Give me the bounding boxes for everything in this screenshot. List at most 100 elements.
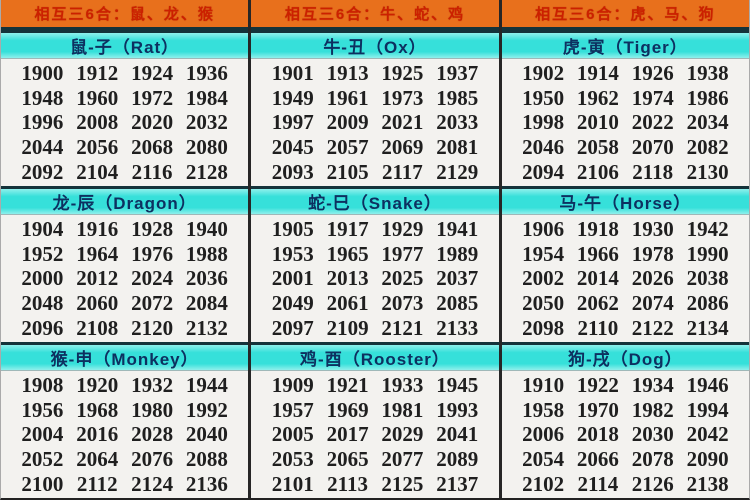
year-cell: 2025: [381, 266, 424, 291]
year-cell: 2129: [436, 159, 479, 184]
year-cell: 2133: [436, 315, 479, 340]
year-cell: 2004: [21, 422, 64, 447]
year-cell: 2020: [131, 110, 174, 135]
year-cell: 1946: [686, 373, 729, 398]
year-cell: 2060: [76, 291, 119, 316]
year-cell: 2040: [185, 422, 228, 447]
year-cell: 2108: [76, 315, 119, 340]
year-cell: 1921: [326, 373, 369, 398]
year-cell: 1950: [522, 85, 565, 110]
year-cell: 1990: [686, 241, 729, 266]
year-cell: 1989: [436, 241, 479, 266]
year-cell: 2085: [436, 291, 479, 316]
year-cell: 1978: [631, 241, 674, 266]
year-cell: 2054: [522, 447, 565, 472]
year-cell: 2006: [522, 422, 565, 447]
year-cell: 2101: [271, 471, 314, 496]
year-cell: 1957: [271, 397, 314, 422]
year-cell: 2058: [576, 135, 619, 160]
harmony-group-header: 相互三6合：虎、马、狗: [501, 0, 749, 30]
year-cell: 1960: [76, 85, 119, 110]
year-cell: 2078: [631, 447, 674, 472]
year-cell: 1941: [436, 217, 479, 242]
year-cell: 1962: [576, 85, 619, 110]
year-cell: 1917: [326, 217, 369, 242]
year-cell: 1986: [686, 85, 729, 110]
year-cell: 2130: [686, 159, 729, 184]
year-cell: 2044: [21, 135, 64, 160]
zodiac-section-title: 牛-丑（Ox）: [251, 30, 499, 59]
year-cell: 1934: [631, 373, 674, 398]
year-cell: 2081: [436, 135, 479, 160]
year-cell: 2046: [522, 135, 565, 160]
year-cell: 2137: [436, 471, 479, 496]
year-cell: 2106: [576, 159, 619, 184]
year-cell: 2021: [381, 110, 424, 135]
year-cell: 1997: [271, 110, 314, 135]
year-cell: 2093: [271, 159, 314, 184]
year-cell: 1908: [21, 373, 64, 398]
year-cell: 2084: [185, 291, 228, 316]
year-cell: 1942: [686, 217, 729, 242]
year-cell: 2053: [271, 447, 314, 472]
zodiac-section-title: 蛇-巳（Snake）: [251, 186, 499, 215]
year-cell: 2124: [131, 471, 174, 496]
year-cell: 1904: [21, 217, 64, 242]
year-cell: 2086: [686, 291, 729, 316]
zodiac-section-title: 猴-申（Monkey）: [1, 342, 249, 371]
harmony-group-header: 相互三6合：牛、蛇、鸡: [251, 0, 499, 30]
year-cell: 2028: [131, 422, 174, 447]
year-cell: 2062: [576, 291, 619, 316]
year-cell: 1906: [522, 217, 565, 242]
year-cell: 2102: [522, 471, 565, 496]
year-cell: 2080: [185, 135, 228, 160]
year-cell: 1944: [185, 373, 228, 398]
year-cell: 1918: [576, 217, 619, 242]
year-cell: 2070: [631, 135, 674, 160]
year-cell: 1994: [686, 397, 729, 422]
year-cell: 1965: [326, 241, 369, 266]
year-cell: 2045: [271, 135, 314, 160]
year-cell: 1976: [131, 241, 174, 266]
year-cell: 1973: [381, 85, 424, 110]
year-cell: 1912: [76, 61, 119, 86]
year-cell: 2113: [327, 471, 368, 496]
year-cell: 2094: [522, 159, 565, 184]
year-cell: 1992: [185, 397, 228, 422]
year-cell: 2014: [576, 266, 619, 291]
year-cell: 1988: [185, 241, 228, 266]
year-cell: 1984: [185, 85, 228, 110]
year-cell: 1901: [271, 61, 314, 86]
year-cell: 2110: [577, 315, 619, 340]
year-cell: 1974: [631, 85, 674, 110]
year-cell: 2065: [326, 447, 369, 472]
zodiac-section-title: 虎-寅（Tiger）: [501, 30, 749, 59]
year-cell: 2074: [631, 291, 674, 316]
year-cell: 1920: [76, 373, 119, 398]
year-cell: 1993: [436, 397, 479, 422]
year-cell: 2038: [686, 266, 729, 291]
year-cell: 2089: [436, 447, 479, 472]
zodiac-section-monkey: 猴-申（Monkey） 1908 1920 1932 1944 1956 1968 1980…: [1, 342, 249, 498]
year-cell: 2030: [631, 422, 674, 447]
year-cell: 2121: [381, 315, 424, 340]
year-cell: 1902: [522, 61, 565, 86]
year-cell: 2098: [522, 315, 565, 340]
year-cell: 1972: [131, 85, 174, 110]
year-cell: 2134: [686, 315, 729, 340]
year-cell: 2077: [381, 447, 424, 472]
year-cell: 2068: [131, 135, 174, 160]
year-cell: 2034: [686, 110, 729, 135]
year-cell: 2109: [326, 315, 369, 340]
year-cell: 2050: [522, 291, 565, 316]
year-cell: 2049: [271, 291, 314, 316]
year-cell: 2097: [271, 315, 314, 340]
zodiac-section-rat: 鼠-子（Rat） 1900 1912 1924 1936 1948 1960 1972 198…: [1, 30, 249, 186]
year-grid: 1904 1916 1928 1940 1952 1964 1976 1988 2000 2012…: [1, 215, 248, 342]
year-cell: 1938: [686, 61, 729, 86]
year-cell: 1925: [381, 61, 424, 86]
year-cell: 1961: [326, 85, 369, 110]
year-cell: 2018: [576, 422, 619, 447]
year-cell: 2009: [326, 110, 369, 135]
zodiac-section-ox: 牛-丑（Ox） 1901 1913 1925 1937 1949 1961 1973 1985…: [251, 30, 499, 186]
